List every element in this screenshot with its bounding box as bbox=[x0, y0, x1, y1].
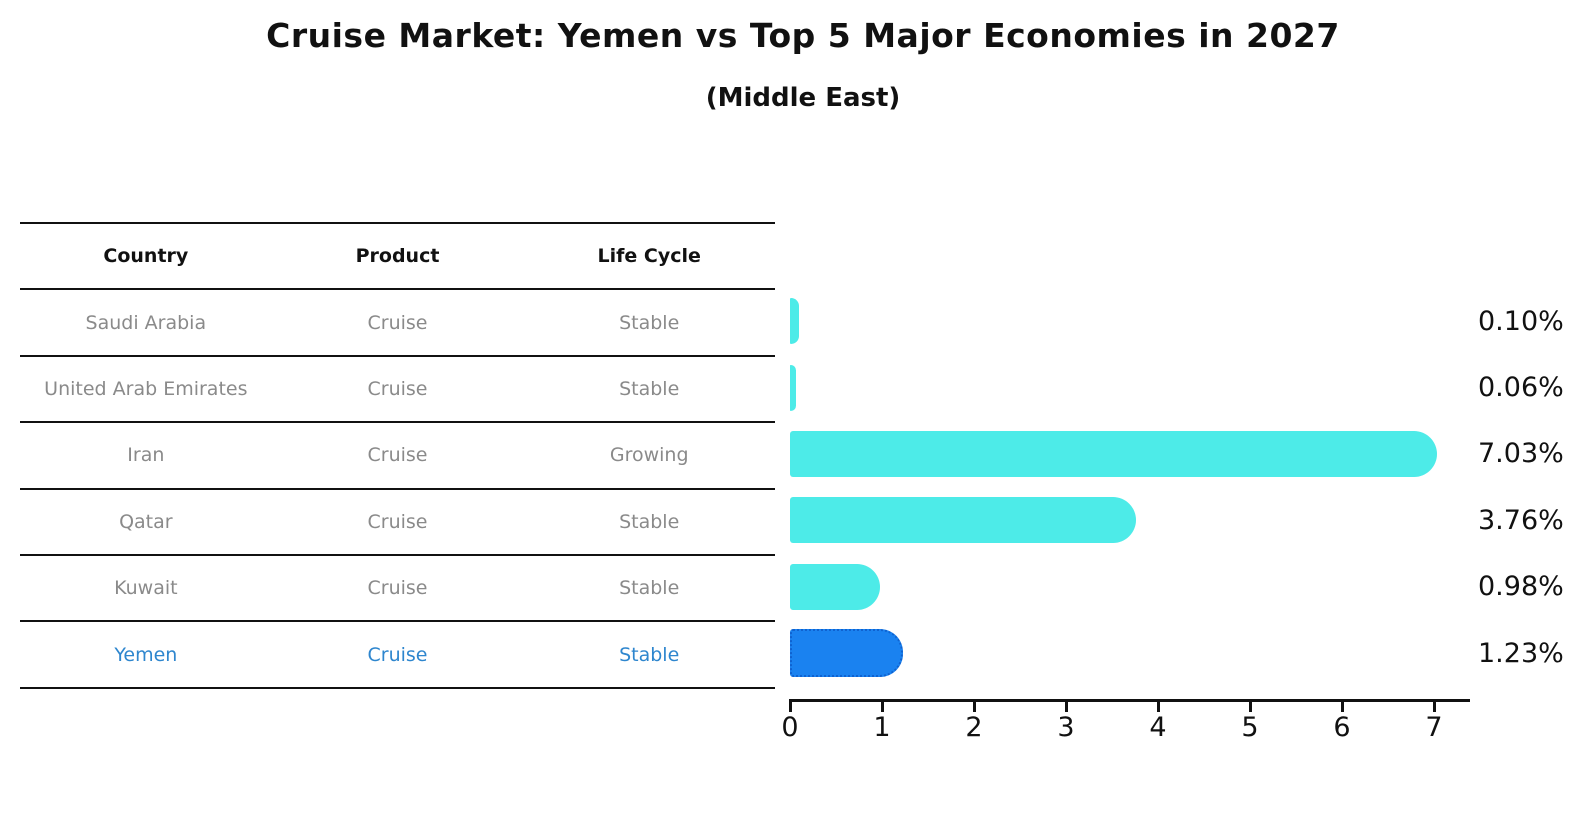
x-tick-label: 7 bbox=[1425, 712, 1443, 743]
table-header-row: Country Product Life Cycle bbox=[20, 222, 775, 291]
bar-qatar bbox=[790, 497, 1136, 544]
x-tick-mark bbox=[881, 702, 884, 712]
country-cell: Kuwait bbox=[114, 577, 178, 600]
table-row: Qatar Cruise Stable bbox=[20, 490, 775, 556]
country-cell: United Arab Emirates bbox=[44, 377, 248, 400]
chart-header: Cruise Market: Yemen vs Top 5 Major Econ… bbox=[20, 16, 1586, 113]
value-label: 3.76% bbox=[1478, 504, 1564, 536]
bar-saudi-arabia bbox=[790, 298, 800, 345]
x-tick-label: 1 bbox=[873, 712, 891, 743]
x-tick-label: 2 bbox=[965, 712, 983, 743]
bar-chart-plot-area bbox=[790, 222, 1490, 687]
x-tick-mark bbox=[1157, 702, 1160, 712]
bar-row bbox=[790, 354, 1490, 420]
column-header-country: Country bbox=[103, 245, 189, 268]
value-label: 0.10% bbox=[1478, 305, 1564, 337]
country-cell: Qatar bbox=[119, 510, 173, 533]
table-row: United Arab Emirates Cruise Stable bbox=[20, 357, 775, 424]
column-header-lifecycle: Life Cycle bbox=[597, 245, 701, 268]
x-tick-mark bbox=[1249, 702, 1252, 712]
table-row-yemen-highlighted: Yemen Cruise Stable bbox=[20, 622, 775, 689]
x-tick-label: 6 bbox=[1333, 712, 1351, 743]
x-tick-mark bbox=[973, 702, 976, 712]
country-table: Country Product Life Cycle Saudi Arabia … bbox=[20, 222, 775, 689]
x-axis-line bbox=[789, 699, 1470, 702]
bar-row bbox=[790, 288, 1490, 354]
bar-united-arab-emirates bbox=[790, 364, 796, 411]
product-cell: Cruise bbox=[367, 510, 428, 533]
bar-kuwait bbox=[790, 563, 881, 610]
country-cell: Saudi Arabia bbox=[85, 311, 207, 334]
x-tick-label: 3 bbox=[1057, 712, 1075, 743]
lifecycle-cell: Stable bbox=[619, 577, 680, 600]
product-cell: Cruise bbox=[367, 311, 428, 334]
country-cell: Iran bbox=[127, 444, 165, 467]
column-header-product: Product bbox=[355, 245, 440, 268]
x-tick-mark bbox=[1433, 702, 1436, 712]
page-subtitle: (Middle East) bbox=[705, 83, 901, 113]
x-tick-label: 5 bbox=[1241, 712, 1259, 743]
bar-row bbox=[790, 620, 1490, 686]
value-label: 0.06% bbox=[1478, 372, 1564, 404]
country-cell: Yemen bbox=[114, 643, 178, 666]
x-tick-mark bbox=[1065, 702, 1068, 712]
bar-yemen-highlighted bbox=[790, 629, 904, 678]
lifecycle-cell: Stable bbox=[619, 643, 680, 666]
product-cell: Cruise bbox=[367, 377, 428, 400]
value-label: 7.03% bbox=[1478, 438, 1564, 470]
x-tick-label: 0 bbox=[781, 712, 799, 743]
value-label: 1.23% bbox=[1478, 637, 1564, 669]
page-title: Cruise Market: Yemen vs Top 5 Major Econ… bbox=[266, 16, 1340, 55]
value-label: 0.98% bbox=[1478, 571, 1564, 603]
product-cell: Cruise bbox=[367, 643, 428, 666]
bar-row bbox=[790, 421, 1490, 487]
table-row: Iran Cruise Growing bbox=[20, 423, 775, 490]
bar-row bbox=[790, 487, 1490, 553]
lifecycle-cell: Stable bbox=[619, 510, 680, 533]
lifecycle-cell: Stable bbox=[619, 311, 680, 334]
x-tick-label: 4 bbox=[1149, 712, 1167, 743]
x-tick-mark bbox=[789, 702, 792, 712]
bar-row bbox=[790, 554, 1490, 620]
lifecycle-cell: Stable bbox=[619, 377, 680, 400]
table-row: Kuwait Cruise Stable bbox=[20, 556, 775, 623]
bar-iran bbox=[790, 430, 1437, 477]
product-cell: Cruise bbox=[367, 444, 428, 467]
lifecycle-cell: Growing bbox=[609, 444, 689, 467]
table-row: Saudi Arabia Cruise Stable bbox=[20, 290, 775, 357]
product-cell: Cruise bbox=[367, 577, 428, 600]
x-tick-mark bbox=[1341, 702, 1344, 712]
